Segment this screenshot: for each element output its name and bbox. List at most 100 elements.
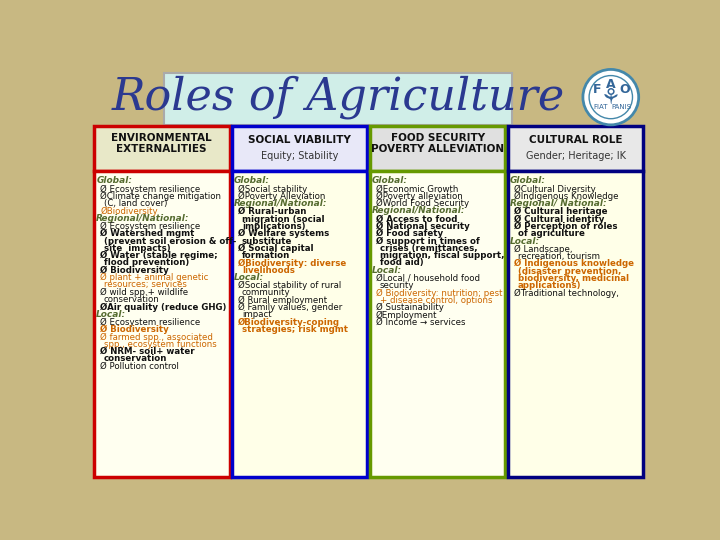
Text: Ø Perception of roles: Ø Perception of roles [514, 222, 618, 231]
Text: Local:: Local: [96, 309, 126, 319]
Text: SOCIAL VIABILITY: SOCIAL VIABILITY [248, 135, 351, 145]
Text: Ø Landscape,: Ø Landscape, [514, 245, 572, 254]
Text: crises (remittances,: crises (remittances, [380, 244, 477, 253]
Text: Ø support in times of: Ø support in times of [376, 237, 480, 246]
Text: Ø Rural employment: Ø Rural employment [238, 296, 327, 305]
Text: FIAT: FIAT [593, 104, 608, 110]
Text: biodiversity, medicinal: biodiversity, medicinal [518, 274, 629, 283]
Text: ØSocial stability of rural: ØSocial stability of rural [238, 281, 341, 291]
Text: food aid): food aid) [380, 259, 423, 267]
Text: A: A [606, 78, 616, 91]
FancyBboxPatch shape [232, 126, 367, 171]
Text: CULTURAL ROLE: CULTURAL ROLE [528, 135, 622, 145]
Text: of agriculture: of agriculture [518, 229, 585, 238]
FancyBboxPatch shape [508, 171, 644, 477]
Text: Ø Ecosystem resilience: Ø Ecosystem resilience [100, 185, 200, 194]
Text: ⚘: ⚘ [600, 88, 621, 108]
Text: (C, land cover): (C, land cover) [104, 199, 167, 208]
Text: (prevent soil erosion & off-: (prevent soil erosion & off- [104, 237, 236, 246]
Text: strategies; risk mgmt: strategies; risk mgmt [242, 325, 348, 334]
Text: ØBiodiversity: ØBiodiversity [100, 206, 158, 215]
Text: (disaster prevention,: (disaster prevention, [518, 267, 621, 275]
Text: Ø farmed spp., associated: Ø farmed spp., associated [100, 333, 213, 341]
Text: ØBiodiversity: diverse: ØBiodiversity: diverse [238, 259, 346, 268]
Text: ØEmployment: ØEmployment [376, 310, 438, 320]
Text: livelihoods: livelihoods [242, 266, 294, 275]
Text: Local:: Local: [372, 266, 402, 275]
Text: Global:: Global: [510, 177, 546, 185]
Text: conservation: conservation [104, 354, 167, 363]
Text: formation: formation [242, 251, 290, 260]
Text: O: O [619, 83, 630, 96]
Text: Global:: Global: [372, 177, 408, 185]
Text: Ø Welfare systems: Ø Welfare systems [238, 229, 329, 238]
Text: Local:: Local: [234, 273, 264, 282]
Text: Ø Biodiversity: Ø Biodiversity [100, 325, 168, 334]
Text: security: security [380, 281, 414, 290]
Text: + disease control, options: + disease control, options [380, 296, 492, 305]
Text: recreation, tourism: recreation, tourism [518, 252, 600, 261]
Text: Ø wild spp.+ wildlife: Ø wild spp.+ wildlife [100, 288, 188, 297]
Text: Ø Sustainability: Ø Sustainability [376, 303, 444, 312]
Text: resources; services: resources; services [104, 280, 186, 289]
Text: ØPoverty alleviation: ØPoverty alleviation [376, 192, 463, 201]
Text: applications): applications) [518, 281, 581, 290]
FancyBboxPatch shape [163, 72, 513, 125]
Text: ØIndigenous Knowledge: ØIndigenous Knowledge [514, 192, 618, 201]
Text: Ø Social capital: Ø Social capital [238, 244, 313, 253]
Text: Ø plant + animal genetic: Ø plant + animal genetic [100, 273, 209, 282]
Text: Global:: Global: [96, 177, 132, 185]
Text: Local:: Local: [510, 237, 540, 246]
Text: Ø Income → services: Ø Income → services [376, 318, 465, 327]
Text: community: community [242, 288, 291, 298]
Text: ØTraditional technology,: ØTraditional technology, [514, 288, 618, 298]
Text: impact: impact [242, 310, 271, 320]
Text: Ø Indigenous knowledge: Ø Indigenous knowledge [514, 259, 634, 268]
FancyBboxPatch shape [508, 126, 644, 171]
Text: ØClimate change mitigation: ØClimate change mitigation [100, 192, 221, 201]
Text: Regional/National:: Regional/National: [234, 199, 328, 208]
Text: ØEconomic Growth: ØEconomic Growth [376, 185, 459, 193]
Text: Ø Access to food: Ø Access to food [376, 214, 457, 224]
Text: ØWorld Food Security: ØWorld Food Security [376, 199, 469, 208]
Text: Ø NRM- soil+ water: Ø NRM- soil+ water [100, 347, 194, 356]
Text: ØCultural Diversity: ØCultural Diversity [514, 185, 595, 194]
Text: conservation: conservation [104, 295, 160, 304]
Text: Ø Biodiversity: nutrition; pest: Ø Biodiversity: nutrition; pest [376, 288, 503, 298]
Text: PANIS: PANIS [611, 104, 631, 110]
Text: Ø Biodiversity: Ø Biodiversity [100, 266, 168, 275]
Text: ØSocial stability: ØSocial stability [238, 185, 307, 194]
Text: F: F [593, 83, 601, 96]
Text: ØBiodiversity-coping: ØBiodiversity-coping [238, 318, 340, 327]
Text: Ø Ecosystem resilience: Ø Ecosystem resilience [100, 318, 200, 327]
Text: Ø Family values, gender: Ø Family values, gender [238, 303, 342, 312]
Text: Regional/National:: Regional/National: [372, 206, 466, 215]
Text: flood prevention): flood prevention) [104, 259, 189, 267]
Text: Global:: Global: [234, 177, 270, 185]
Text: migration, fiscal support,: migration, fiscal support, [380, 251, 504, 260]
Text: Ø Ecosystem resilience: Ø Ecosystem resilience [100, 222, 200, 231]
Text: Equity; Stability: Equity; Stability [261, 151, 338, 161]
Text: Regional/National:: Regional/National: [96, 214, 189, 223]
FancyBboxPatch shape [94, 126, 230, 171]
FancyBboxPatch shape [94, 171, 230, 477]
Text: ØPoverty Alleviation: ØPoverty Alleviation [238, 192, 325, 201]
Text: Gender; Heritage; IK: Gender; Heritage; IK [526, 151, 626, 161]
Text: Ø Pollution control: Ø Pollution control [100, 362, 179, 370]
Circle shape [583, 70, 639, 125]
FancyBboxPatch shape [232, 171, 367, 477]
Text: Ø National security: Ø National security [376, 222, 469, 231]
Text: Roles of Agriculture: Roles of Agriculture [112, 75, 564, 119]
FancyBboxPatch shape [370, 126, 505, 171]
Text: Ø Water (stable regime;: Ø Water (stable regime; [100, 251, 217, 260]
Text: Ø Watershed mgmt: Ø Watershed mgmt [100, 229, 194, 238]
Text: EXTERNALITIES: EXTERNALITIES [117, 145, 207, 154]
Text: migration (social: migration (social [242, 214, 325, 224]
Text: Ø Rural-urban: Ø Rural-urban [238, 207, 307, 216]
Text: FOOD SECURITY: FOOD SECURITY [390, 133, 485, 143]
Text: POVERTY ALLEVIATION: POVERTY ALLEVIATION [371, 145, 504, 154]
Text: ENVIRONMENTAL: ENVIRONMENTAL [112, 133, 212, 143]
Text: Ø Cultural identity: Ø Cultural identity [514, 214, 604, 224]
Text: substitute: substitute [242, 237, 292, 246]
Text: Ø Cultural heritage: Ø Cultural heritage [514, 207, 608, 217]
